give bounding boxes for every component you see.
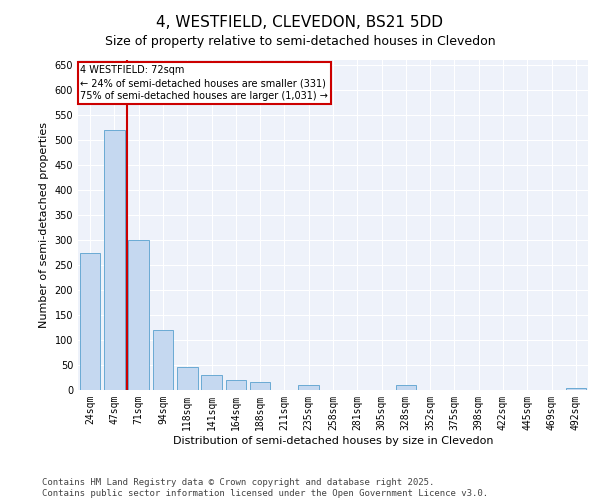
Bar [177, 366, 197, 390]
Bar [128, 240, 149, 390]
Bar [250, 382, 271, 390]
Text: 4 WESTFIELD: 72sqm
← 24% of semi-detached houses are smaller (331)
75% of semi-d: 4 WESTFIELD: 72sqm ← 24% of semi-detache… [80, 65, 328, 102]
Bar [104, 130, 125, 390]
Text: 4, WESTFIELD, CLEVEDON, BS21 5DD: 4, WESTFIELD, CLEVEDON, BS21 5DD [157, 15, 443, 30]
Bar [395, 385, 416, 390]
Bar [566, 388, 586, 390]
Text: Contains HM Land Registry data © Crown copyright and database right 2025.
Contai: Contains HM Land Registry data © Crown c… [42, 478, 488, 498]
Bar [226, 380, 246, 390]
Y-axis label: Number of semi-detached properties: Number of semi-detached properties [39, 122, 49, 328]
Text: Size of property relative to semi-detached houses in Clevedon: Size of property relative to semi-detach… [104, 35, 496, 48]
Bar [298, 385, 319, 390]
X-axis label: Distribution of semi-detached houses by size in Clevedon: Distribution of semi-detached houses by … [173, 436, 493, 446]
Bar [80, 252, 100, 390]
Bar [201, 375, 222, 390]
Bar [152, 330, 173, 390]
